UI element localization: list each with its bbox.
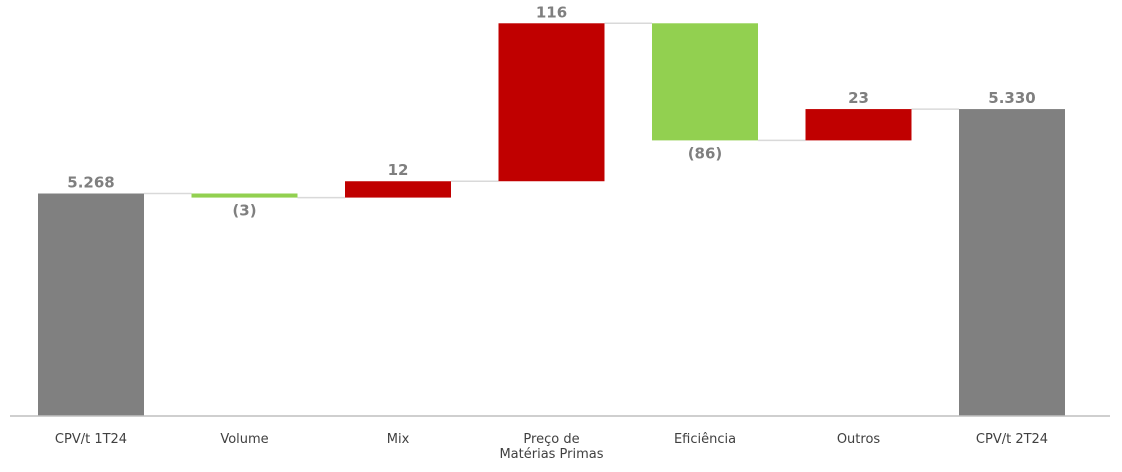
bar-increase [805,109,912,141]
data-label: 5.268 [67,174,114,192]
bar-decrease [191,193,298,198]
category-label: CPV/t 1T24 [55,432,127,447]
data-label: 12 [388,161,409,179]
category-label: Matérias Primas [499,447,603,462]
data-label: 5.330 [988,89,1035,107]
bar-total [38,193,144,416]
category-label: Outros [837,432,881,447]
category-label: Mix [387,432,410,447]
bars [38,23,1065,417]
data-label: 116 [536,3,567,21]
category-label: Volume [220,432,268,447]
data-label: 23 [848,89,869,107]
category-label: CPV/t 2T24 [976,432,1048,447]
category-label: Preço de [523,432,579,447]
category-label: Eficiência [674,432,736,447]
bar-total [959,109,1065,417]
bar-increase [498,23,605,182]
connector-lines [144,22,959,199]
data-label: (86) [688,144,723,162]
data-label: (3) [232,202,256,220]
data-labels: 5.268 (3) 12 116 (86) 23 5.330 [67,3,1035,219]
bar-decrease [652,23,758,141]
bar-increase [345,181,451,198]
